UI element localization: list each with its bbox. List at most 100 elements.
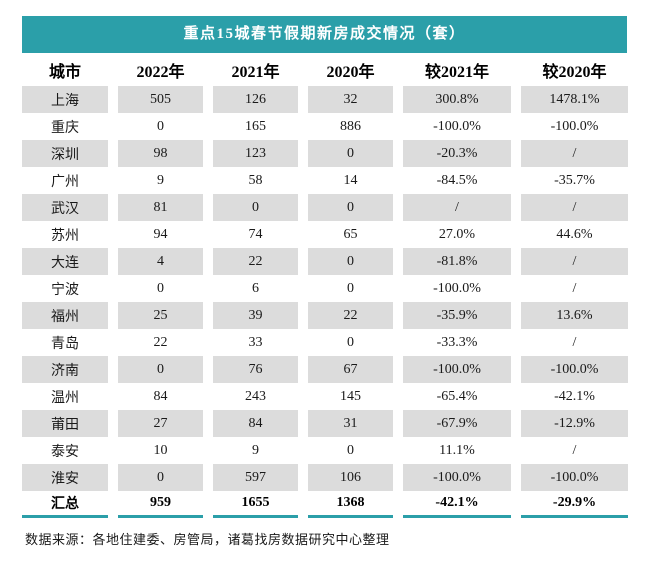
value-cell: 94 — [153, 226, 168, 242]
value-cell: 11.1% — [439, 442, 475, 458]
value-cell: 65 — [343, 226, 358, 242]
city-cell: 广州 — [51, 174, 79, 190]
value-cell: 74 — [248, 226, 263, 242]
column-header-2022: 2022年 — [136, 63, 185, 81]
city-cell: 福州 — [22, 302, 108, 329]
value-cell: -100.0% — [433, 280, 481, 296]
value-cell: 0 — [157, 118, 164, 134]
value-cell: 13.6% — [521, 302, 628, 329]
value-cell: 22 — [213, 248, 298, 275]
value-cell: 84 — [213, 410, 298, 437]
value-cell: / — [521, 140, 628, 167]
value-cell: -100.0% — [403, 464, 511, 491]
value-cell: 6 — [252, 280, 259, 296]
column-header-vs-2020: 较2020年 — [542, 63, 607, 81]
value-cell: -100.0% — [550, 118, 599, 134]
value-cell: 959 — [118, 491, 203, 518]
value-cell: 27.0% — [438, 226, 476, 242]
table-title-bar: 重点15城春节假期新房成交情况（套） — [22, 16, 627, 53]
table-row: 济南 0 76 67 -100.0% -100.0% — [22, 356, 628, 383]
city-cell: 济南 — [22, 356, 108, 383]
value-cell: / — [572, 334, 577, 350]
value-cell: -29.9% — [521, 491, 628, 518]
value-cell: 25 — [118, 302, 203, 329]
column-header-city: 城市 — [48, 63, 81, 81]
total-row: 汇总 959 1655 1368 -42.1% -29.9% — [22, 491, 628, 518]
value-cell: / — [521, 248, 628, 275]
table-row: 上海 505 126 32 300.8% 1478.1% — [22, 86, 628, 113]
value-cell: 0 — [118, 464, 203, 491]
value-cell: 0 — [308, 140, 393, 167]
city-cell: 上海 — [22, 86, 108, 113]
value-cell: 32 — [308, 86, 393, 113]
value-cell: 76 — [213, 356, 298, 383]
value-cell: 886 — [340, 118, 361, 134]
city-cell: 温州 — [51, 390, 79, 406]
city-cell: 大连 — [22, 248, 108, 275]
city-cell: 青岛 — [51, 336, 79, 352]
source-note: 数据来源：各地住建委、房管局，诸葛找房数据研究中心整理 — [25, 532, 390, 547]
value-cell: 31 — [308, 410, 393, 437]
value-cell: 81 — [118, 194, 203, 221]
value-cell: -81.8% — [403, 248, 511, 275]
value-cell: -12.9% — [521, 410, 628, 437]
value-cell: 1655 — [213, 491, 298, 518]
column-header-vs-2021: 较2021年 — [424, 63, 489, 81]
value-cell: 123 — [213, 140, 298, 167]
value-cell: 0 — [157, 280, 164, 296]
value-cell: 44.6% — [556, 226, 593, 242]
value-cell: 505 — [118, 86, 203, 113]
value-cell: 98 — [118, 140, 203, 167]
value-cell: 106 — [308, 464, 393, 491]
value-cell: -33.3% — [436, 334, 478, 350]
value-cell: / — [403, 194, 511, 221]
column-header-2020: 2020年 — [326, 63, 375, 81]
total-label-cell: 汇总 — [22, 491, 108, 518]
city-cell: 淮安 — [22, 464, 108, 491]
value-cell: -35.9% — [403, 302, 511, 329]
table-row: 深圳 98 123 0 -20.3% / — [22, 140, 628, 167]
table-row: 淮安 0 597 106 -100.0% -100.0% — [22, 464, 628, 491]
table-row: 广州 9 58 14 -84.5% -35.7% — [22, 167, 628, 194]
table-row: 莆田 27 84 31 -67.9% -12.9% — [22, 410, 628, 437]
value-cell: 10 — [153, 442, 168, 458]
value-cell: 0 — [347, 334, 354, 350]
value-cell: -42.1% — [403, 491, 511, 518]
value-cell: 39 — [213, 302, 298, 329]
value-cell: 165 — [245, 118, 266, 134]
table-title: 重点15城春节假期新房成交情况（套） — [183, 26, 466, 42]
value-cell: 33 — [248, 334, 263, 350]
value-cell: -100.0% — [521, 356, 628, 383]
table-row: 福州 25 39 22 -35.9% 13.6% — [22, 302, 628, 329]
value-cell: 0 — [308, 248, 393, 275]
table-row: 宁波 0 6 0 -100.0% / — [22, 275, 628, 302]
table-row: 武汉 81 0 0 / / — [22, 194, 628, 221]
value-cell: 597 — [213, 464, 298, 491]
city-cell: 泰安 — [51, 444, 79, 460]
value-cell: -35.7% — [554, 172, 595, 188]
value-cell: 300.8% — [403, 86, 511, 113]
value-cell: 58 — [248, 172, 263, 188]
value-cell: -65.4% — [436, 388, 478, 404]
table-row: 大连 4 22 0 -81.8% / — [22, 248, 628, 275]
table-row: 泰安 10 9 0 11.1% / — [22, 437, 628, 464]
value-cell: 9 — [157, 172, 164, 188]
value-cell: 4 — [118, 248, 203, 275]
city-cell: 深圳 — [22, 140, 108, 167]
city-cell: 苏州 — [51, 228, 79, 244]
value-cell: 0 — [118, 356, 203, 383]
value-cell: 14 — [343, 172, 358, 188]
city-cell: 莆田 — [22, 410, 108, 437]
value-cell: 9 — [252, 442, 259, 458]
value-cell: 0 — [308, 194, 393, 221]
value-cell: 243 — [245, 388, 266, 404]
column-header-2021: 2021年 — [231, 63, 280, 81]
value-cell: -42.1% — [554, 388, 595, 404]
table-row: 青岛 22 33 0 -33.3% / — [22, 329, 628, 356]
value-cell: -20.3% — [403, 140, 511, 167]
table-row: 重庆 0 165 886 -100.0% -100.0% — [22, 113, 628, 140]
value-cell: 0 — [213, 194, 298, 221]
value-cell: 1368 — [308, 491, 393, 518]
data-table: 城市 2022年 2021年 2020年 较2021年 较2020年 上海 505… — [12, 53, 638, 518]
